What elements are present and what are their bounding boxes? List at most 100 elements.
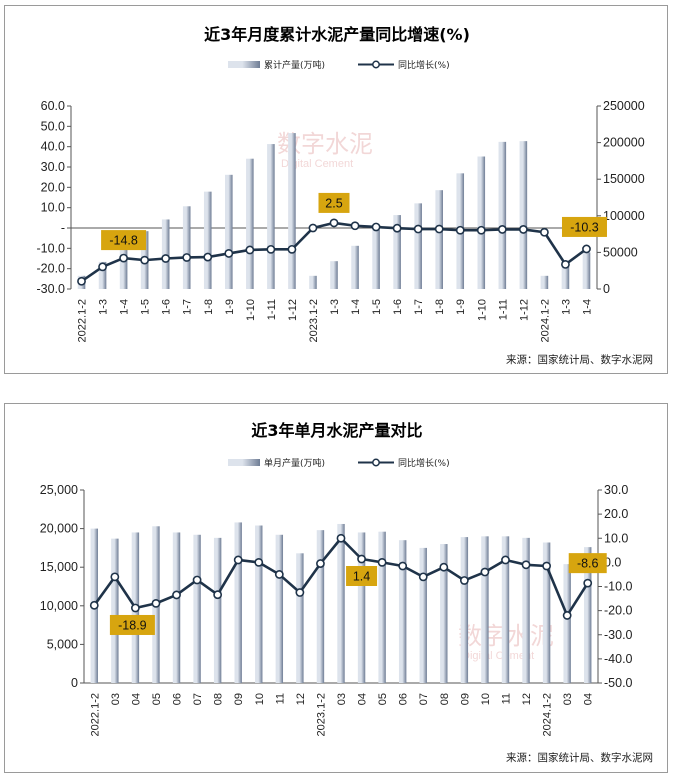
x-tick-label: 08 (213, 693, 225, 705)
right-axis-tick-label: 30.0 (604, 483, 628, 497)
source-note: 来源：国家统计局、数字水泥网 (506, 751, 653, 764)
growth-point-20 (501, 555, 510, 565)
bar-11 (316, 530, 325, 683)
growth-point-8 (245, 245, 255, 255)
bar-20 (498, 141, 507, 289)
growth-point-22 (542, 561, 551, 571)
growth-point-15 (398, 561, 408, 571)
x-tick-label: 06 (398, 693, 410, 705)
bar-6 (203, 191, 212, 289)
left-axis-tick-label: 60.0 (41, 99, 65, 113)
growth-point-18 (455, 225, 465, 235)
x-tick-label: 03 (336, 693, 348, 705)
left-axis-tick-label: 50.0 (41, 119, 65, 133)
bar-15 (398, 540, 407, 683)
bar-14 (372, 229, 380, 289)
x-tick-label: 12 (295, 693, 307, 705)
left-axis-tick-label: 15,000 (40, 560, 78, 574)
x-tick-label: 1-9 (224, 299, 236, 315)
data-callout-box (109, 614, 155, 635)
left-axis-tick-label: 10,000 (40, 599, 78, 613)
right-axis-tick-label: 100000 (603, 209, 645, 223)
growth-point-11 (316, 559, 325, 568)
right-axis-tick-label: -40.0 (604, 652, 633, 666)
growth-point-15 (392, 223, 402, 233)
x-tick-label: 1-5 (140, 299, 152, 315)
legend-bar-label: 单月产量(万吨) (264, 457, 325, 469)
bar-13 (351, 245, 359, 289)
growth-point-2 (130, 603, 140, 613)
growth-point-24 (582, 244, 591, 254)
left-axis-tick-label: -10.0 (37, 241, 66, 255)
x-tick-label: 1-3 (98, 299, 110, 315)
legend-bar-label: 累计产量(万吨) (264, 59, 325, 71)
source-note: 来源：国家统计局、数字水泥网 (506, 353, 653, 366)
growth-point-2 (119, 253, 128, 263)
bar-1 (98, 261, 107, 289)
bar-2 (119, 248, 128, 289)
growth-point-5 (192, 575, 202, 585)
legend-bar-swatch (228, 459, 260, 466)
cumulative-growth-chart: 近3年月度累计水泥产量同比增速(%)累计产量(万吨) 同比增长(%)数字水泥Dig… (37, 25, 654, 366)
x-tick-label: 10 (254, 693, 266, 705)
growth-point-23 (562, 611, 572, 620)
x-tick-label: 07 (418, 693, 430, 705)
growth-point-21 (521, 560, 531, 570)
left-axis-tick-label: 10.0 (41, 201, 65, 215)
bar-8 (246, 158, 254, 289)
bar-17 (440, 544, 448, 683)
x-tick-label: 09 (233, 693, 245, 705)
growth-point-3 (151, 598, 161, 608)
growth-point-20 (497, 225, 507, 234)
growth-point-1 (98, 262, 107, 272)
x-tick-label: 1-5 (371, 299, 383, 315)
bar-24 (584, 547, 592, 683)
right-axis-tick-label: 50000 (603, 245, 638, 259)
x-tick-label: 06 (172, 693, 184, 705)
bar-16 (419, 547, 427, 683)
growth-point-14 (371, 222, 381, 232)
bar-12 (337, 523, 345, 683)
growth-point-4 (161, 254, 171, 263)
x-tick-label: 1-11 (266, 299, 278, 320)
right-axis-tick-label: 200000 (603, 136, 645, 150)
bar-5 (182, 206, 191, 289)
bar-24 (582, 252, 591, 289)
left-axis-tick-label: -30.0 (37, 282, 66, 296)
x-tick-label: 03 (110, 693, 122, 705)
growth-point-0 (89, 600, 99, 610)
growth-point-7 (233, 555, 243, 565)
bar-17 (435, 190, 443, 289)
bar-5 (193, 534, 201, 683)
x-tick-label: 12 (521, 693, 533, 705)
x-tick-label: 04 (130, 693, 142, 705)
bar-1 (111, 538, 119, 683)
right-axis-tick-label: -10.0 (604, 580, 633, 594)
data-callout-label: -18.9 (118, 618, 147, 632)
bar-22 (540, 275, 549, 289)
right-axis-tick-label: 150000 (603, 172, 645, 186)
x-tick-label: 1-10 (245, 299, 257, 321)
bar-22 (542, 542, 551, 683)
x-tick-label: 2024.1-2 (539, 299, 551, 342)
x-tick-label: 08 (439, 693, 451, 705)
bar-11 (309, 275, 317, 289)
bar-18 (460, 537, 469, 683)
data-callout-box (561, 216, 607, 237)
left-axis-tick-label: 0 (71, 676, 78, 690)
right-axis-tick-label: 10.0 (604, 531, 628, 545)
growth-point-22 (540, 227, 549, 237)
growth-point-10 (287, 244, 297, 254)
bar-4 (172, 532, 181, 683)
legend-bar-swatch (228, 61, 260, 68)
growth-markers (77, 218, 591, 286)
x-tick-label: 1-6 (392, 299, 404, 315)
growth-point-3 (140, 255, 150, 265)
growth-point-17 (434, 224, 444, 234)
left-axis-tick-label: 20,000 (40, 522, 78, 536)
x-tick-label: 2022.1-2 (89, 693, 101, 736)
growth-point-6 (203, 252, 213, 262)
growth-point-23 (561, 259, 570, 269)
legend-line-label: 同比增长(%) (398, 457, 450, 469)
